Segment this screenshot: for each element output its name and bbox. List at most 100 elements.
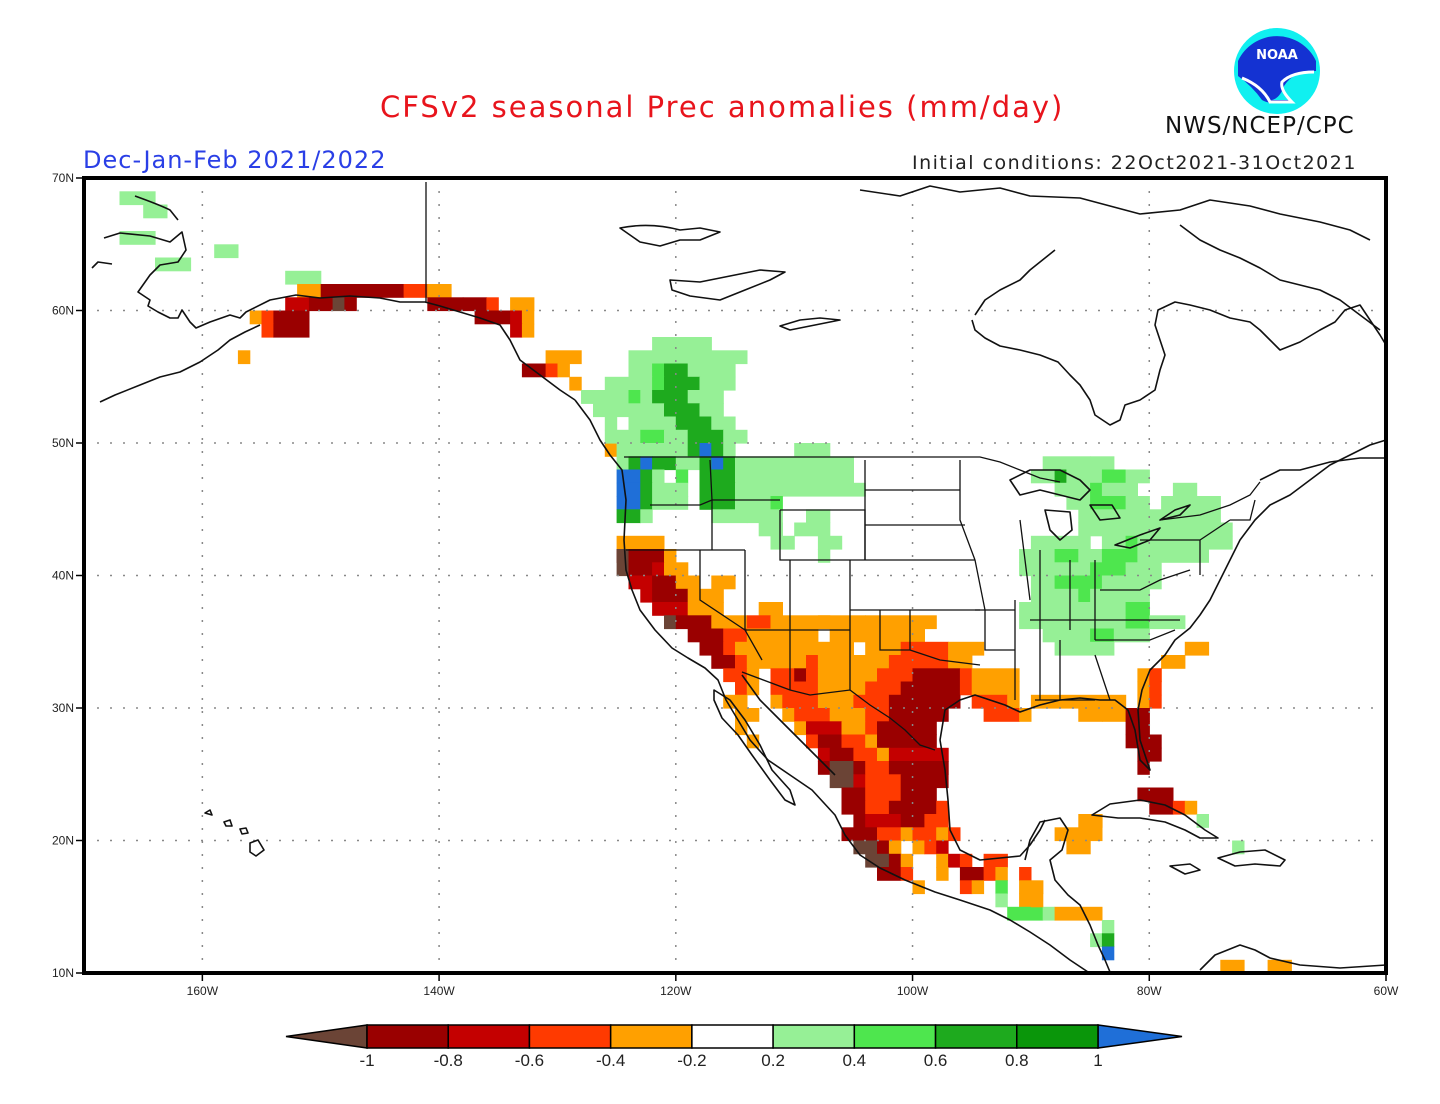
anomaly-cell [758, 522, 783, 537]
colorbar-swatch [1016, 1024, 1099, 1049]
anomaly-cell [687, 443, 701, 457]
anomaly-cell [569, 376, 582, 391]
anomaly-cell [1137, 522, 1233, 537]
anomaly-cell [1078, 708, 1103, 722]
anomaly-cell [1125, 734, 1162, 749]
anomaly-cell [770, 535, 795, 550]
anomaly-cell [1101, 482, 1138, 497]
anomaly-cell [675, 469, 689, 484]
anomaly-cell [604, 443, 618, 457]
anomaly-cell [687, 363, 736, 378]
anomaly-cell [486, 297, 499, 312]
anomaly-cell [510, 297, 535, 312]
colorbar-swatch [366, 1024, 449, 1049]
anomaly-cell [699, 403, 724, 418]
anomaly-cell [249, 310, 263, 325]
colorbar-swatch [609, 1024, 693, 1049]
anomaly-cell [261, 323, 274, 338]
anomaly-cell [817, 615, 866, 630]
anomaly-cell [237, 350, 251, 365]
anomaly-cell [1019, 602, 1127, 616]
anomaly-cell [971, 880, 985, 895]
anomaly-cell [770, 694, 783, 709]
anomaly-cell [521, 310, 535, 325]
anomaly-cell [1019, 562, 1067, 577]
anomaly-cell [699, 641, 724, 656]
anomaly-cell [273, 310, 310, 325]
anomaly-cell [1066, 562, 1091, 577]
anomaly-cell [510, 310, 523, 325]
lat-tick-label: 40N [52, 569, 74, 583]
anomaly-cell [877, 867, 902, 881]
anomaly-cell [687, 429, 724, 444]
anomaly-cell [1220, 959, 1245, 974]
state-borders [425, 182, 1261, 751]
anomaly-cell [735, 496, 772, 510]
anomaly-cell [1232, 840, 1245, 855]
anomaly-cell [959, 880, 973, 895]
anomaly-cell [817, 549, 831, 563]
coastline-cuba [1091, 799, 1219, 839]
anomaly-cell [1019, 549, 1056, 563]
anomaly-cell [285, 297, 310, 312]
lat-tick-label: 60N [52, 304, 74, 318]
anomaly-cell [1007, 694, 1020, 709]
anomaly-cell [758, 602, 783, 616]
anomaly-cell [664, 376, 701, 391]
anomaly-cell [817, 681, 866, 696]
anomaly-cell [652, 390, 689, 404]
anomaly-cell [1054, 549, 1079, 563]
anomaly-cell [1078, 549, 1103, 563]
anomaly-cell [604, 376, 653, 391]
coastline-great-lakes [1009, 469, 1191, 549]
anomaly-cell [853, 747, 878, 762]
anomaly-cell [746, 615, 772, 630]
anomaly-cell [711, 655, 736, 669]
anomaly-cell [628, 562, 653, 577]
anomaly-cell [640, 509, 653, 524]
anomaly-cell [735, 482, 866, 497]
anomaly-cell [687, 602, 724, 616]
anomaly-cell [888, 694, 961, 709]
anomaly-cell [1172, 482, 1198, 497]
anomaly-cell [924, 814, 949, 828]
anomaly-cell [1125, 469, 1150, 484]
anomaly-cell [735, 681, 748, 696]
anomaly-cell [616, 535, 665, 550]
agency-label: NWS/NCEP/CPC [1165, 113, 1355, 139]
anomaly-cell [888, 853, 902, 868]
anomaly-cell [1125, 721, 1150, 736]
border-states-east [1019, 499, 1256, 701]
colorbar-swatch [691, 1024, 774, 1049]
anomaly-cell [1101, 575, 1162, 590]
anomaly-cell [1066, 496, 1091, 510]
anomaly-cell [865, 853, 890, 868]
anomaly-cell [1078, 509, 1150, 524]
anomaly-cell [829, 774, 854, 789]
anomaly-cell [794, 522, 831, 537]
colorbar-label: 1 [1093, 1051, 1102, 1070]
anomaly-cell [936, 867, 949, 881]
anomaly-cell [711, 443, 724, 457]
anomaly-cell [664, 363, 689, 378]
anomaly-cell [782, 708, 795, 722]
anomaly-cell [640, 588, 653, 603]
anomaly-cell [888, 761, 949, 775]
anomaly-cell [664, 429, 689, 444]
anomaly-cell [1054, 641, 1115, 656]
anomaly-cell [959, 681, 973, 696]
anomaly-cell [888, 655, 949, 669]
anomaly-cell [794, 668, 807, 683]
anomaly-cell [1090, 456, 1115, 471]
anomaly-cell [1090, 588, 1150, 603]
anomaly-cell [794, 443, 831, 457]
anomaly-cell [817, 668, 878, 683]
lon-tick-label: 60W [1374, 984, 1399, 998]
anomaly-cell [900, 628, 925, 643]
anomaly-cell [711, 509, 748, 524]
anomaly-cell [948, 641, 985, 656]
coastline-hispaniola [1217, 849, 1286, 867]
anomaly-cell [770, 681, 819, 696]
season-label: Dec-Jan-Feb 2021/2022 [83, 146, 387, 174]
anomaly-cell [723, 456, 736, 471]
